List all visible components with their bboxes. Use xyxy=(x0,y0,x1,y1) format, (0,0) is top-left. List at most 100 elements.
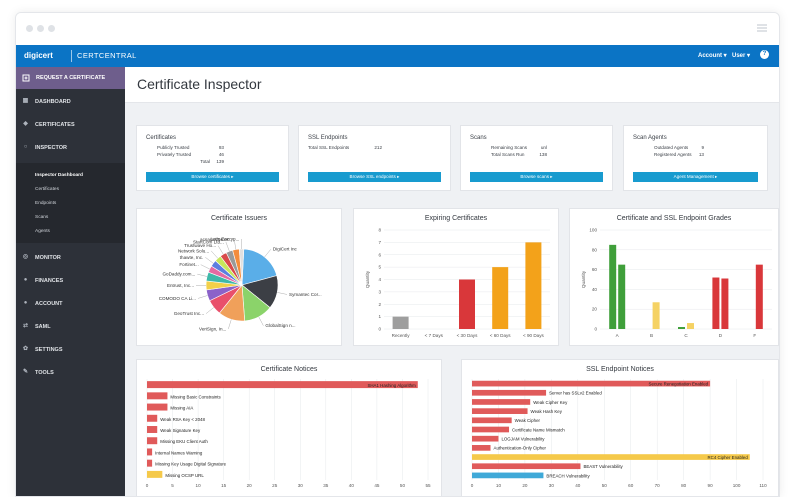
x-tick-label: 50 xyxy=(400,483,406,488)
help-icon[interactable]: ? xyxy=(760,50,769,59)
pie-leader-line xyxy=(228,319,232,329)
y-tick-label: 0 xyxy=(378,327,381,332)
x-tick-label: Recently xyxy=(392,333,411,338)
bar-chart: 0 20 40 60 80 100 Quantity A B C D F xyxy=(581,228,772,338)
sidebar-item-label: TOOLS xyxy=(35,370,54,376)
bar-label: Server has SSLv2 Enabled xyxy=(549,391,602,396)
x-tick-label: < 30 Days xyxy=(457,333,479,338)
sidebar-item-label: ACCOUNT xyxy=(35,301,63,307)
window-chrome xyxy=(16,13,779,45)
bar xyxy=(525,242,542,329)
browse-scans-button[interactable]: Browse scans ▸ xyxy=(470,172,603,182)
x-tick-label: 40 xyxy=(349,483,355,488)
subnav-scans[interactable]: Scans xyxy=(35,215,49,220)
subnav-inspector-dashboard[interactable]: Inspector Dashboard xyxy=(35,173,83,178)
stat-label: Privately Trusted xyxy=(157,152,192,157)
sidebar-item-certificates[interactable]: ◆ CERTIFICATES xyxy=(16,116,125,134)
sidebar-item-label: FINANCES xyxy=(35,278,64,284)
chart-title: Expiring Certificates xyxy=(424,215,488,222)
tools-icon: ✎ xyxy=(22,369,29,375)
y-tick-label: 6 xyxy=(378,252,381,257)
agent-management-button[interactable]: Agent Management ▸ xyxy=(633,172,758,182)
chart-title: Certificate and SSL Endpoint Grades xyxy=(616,215,732,222)
bar-label: RC4 Cipher Enabled xyxy=(707,455,748,460)
y-axis-label: Quantity xyxy=(365,270,370,288)
ssl-endpoints-card: SSL Endpoints Total SSL Endpoints 212 Bro… xyxy=(298,125,451,191)
pie-leader-line xyxy=(200,264,210,270)
bar xyxy=(392,316,409,329)
subnav-agents[interactable]: Agents xyxy=(35,229,50,234)
pie-leader-line xyxy=(234,239,237,250)
subnav-endpoints[interactable]: Endpoints xyxy=(35,201,57,206)
card-title: SSL Endpoints xyxy=(308,135,348,141)
browse-ssl-endpoints-button[interactable]: Browse SSL endpoints ▸ xyxy=(308,172,441,182)
monitor-icon: ◎ xyxy=(22,254,29,260)
inspector-subnav: Inspector Dashboard Certificates Endpoin… xyxy=(16,163,125,243)
x-tick-label: A xyxy=(616,333,620,338)
bar xyxy=(147,392,168,400)
y-tick-label: 1 xyxy=(378,314,381,319)
browse-certificates-button[interactable]: Browse certificates ▸ xyxy=(146,172,279,182)
request-certificate-button[interactable]: REQUEST A CERTIFICATE xyxy=(16,67,125,89)
x-tick-label: 80 xyxy=(681,483,687,488)
stat-row: Total SSL Endpoints 212 xyxy=(308,145,382,150)
x-tick-label: 10 xyxy=(196,483,202,488)
bar xyxy=(678,327,685,329)
bar xyxy=(459,279,475,329)
sidebar: REQUEST A CERTIFICATE ▦ DASHBOARD ◆ CERTIF… xyxy=(16,67,125,496)
chart-title: Certificate Notices xyxy=(260,366,318,373)
bar-label: Secure Renegotiation Enabled xyxy=(649,381,709,386)
sidebar-item-saml[interactable]: ⇄ SAML xyxy=(16,318,125,336)
bar-label: Weak Signature Key xyxy=(160,428,201,433)
x-tick-label: 0 xyxy=(146,483,149,488)
sidebar-item-label: MONITOR xyxy=(35,255,61,261)
logo-divider xyxy=(71,50,72,62)
menu-icon[interactable] xyxy=(757,24,767,32)
bar xyxy=(472,408,528,414)
stat-value: 46 xyxy=(218,152,224,157)
stat-label: Publicly Trusted xyxy=(157,145,190,150)
stat-label: Registered Agents xyxy=(654,152,692,157)
stat-row: Remaining Scans unl xyxy=(491,145,547,150)
digicert-logo[interactable]: digicert xyxy=(24,51,53,60)
stat-row: Publicly Trusted 93 xyxy=(157,145,224,150)
sidebar-item-tools[interactable]: ✎ TOOLS xyxy=(16,364,125,382)
saml-icon: ⇄ xyxy=(22,323,29,329)
account-menu[interactable]: Account ▾ xyxy=(698,53,727,59)
pie-leader-line xyxy=(205,257,214,264)
sidebar-item-finances[interactable]: ● FINANCES xyxy=(16,272,125,290)
certificate-icon: ◆ xyxy=(23,121,28,127)
bar xyxy=(755,264,763,329)
x-tick-label: 55 xyxy=(425,483,431,488)
y-tick-label: 7 xyxy=(378,240,381,245)
sidebar-item-dashboard[interactable]: ▦ DASHBOARD xyxy=(16,93,125,111)
x-tick-label: 60 xyxy=(628,483,634,488)
pie-leader-line xyxy=(197,295,208,299)
subnav-certificates[interactable]: Certificates xyxy=(35,187,59,192)
x-tick-label: 45 xyxy=(374,483,380,488)
pie-leader-line xyxy=(264,249,272,258)
sidebar-item-account[interactable]: ● ACCOUNT xyxy=(16,295,125,313)
pie-label: thawte, Inc. xyxy=(180,255,204,260)
page-title: Certificate Inspector xyxy=(137,76,262,92)
card-title: Scan Agents xyxy=(633,135,667,141)
x-tick-label: 10 xyxy=(496,483,502,488)
pie-label: GlobalSign n... xyxy=(265,323,295,328)
bar xyxy=(712,277,720,329)
window-dot xyxy=(37,25,44,32)
x-tick-label: 50 xyxy=(602,483,608,488)
pie-label: Symantec Cor... xyxy=(289,292,322,297)
sidebar-item-inspector[interactable]: ○ INSPECTOR xyxy=(16,139,125,157)
bar xyxy=(721,278,729,329)
bar-chart: 0 1 2 3 4 5 6 7 8 Quantity Recently < 7 Days < 30 Da… xyxy=(365,228,550,338)
user-menu[interactable]: User ▾ xyxy=(732,53,751,59)
bar-label: Missing AIA xyxy=(170,406,193,411)
bar-label: BREACH Vulnerability xyxy=(546,473,590,478)
sidebar-item-monitor[interactable]: ◎ MONITOR xyxy=(16,249,125,267)
sidebar-item-settings[interactable]: ✿ SETTINGS xyxy=(16,341,125,359)
bar xyxy=(609,244,617,329)
bar xyxy=(472,426,510,433)
certificate-issuers-chart: Certificate Issuers DigiCert Inc Symantec… xyxy=(136,208,342,346)
x-tick-label: 30 xyxy=(298,483,304,488)
x-tick-label: F xyxy=(753,333,756,338)
